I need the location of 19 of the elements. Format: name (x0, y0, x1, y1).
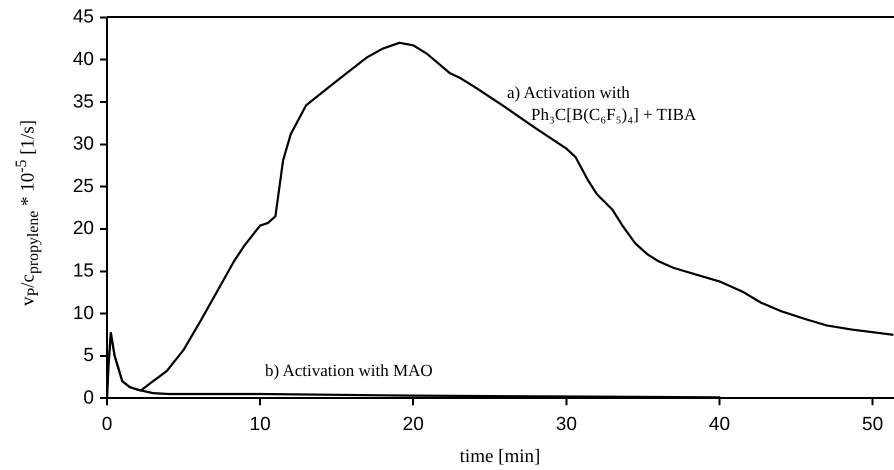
y-tick-label: 5 (83, 345, 94, 366)
y-tick-label: 40 (72, 48, 94, 70)
x-axis-title: time [min] (460, 446, 540, 468)
x-tick-label: 40 (708, 414, 730, 435)
x-tick-label: 20 (402, 414, 424, 435)
y-tick-label: 0 (83, 387, 94, 408)
x-tick-label: 30 (556, 414, 577, 435)
annotation: a) Activation with Ph₃C[B(C₆F₅)₄] + TIBA (507, 82, 696, 126)
annotation: b) Activation with MAO (265, 360, 433, 382)
y-tick-label: 25 (72, 176, 94, 197)
y-tick-label: 45 (72, 6, 94, 28)
y-tick-label: 15 (72, 260, 94, 282)
y-tick-label: 20 (72, 218, 94, 240)
y-tick-label: 30 (72, 134, 94, 155)
y-tick-label: 35 (72, 91, 94, 112)
y-tick-label: 10 (72, 302, 94, 324)
x-tick-label: 50 (862, 414, 884, 435)
x-tick-label: 0 (102, 414, 112, 435)
x-tick-label: 10 (250, 414, 271, 435)
